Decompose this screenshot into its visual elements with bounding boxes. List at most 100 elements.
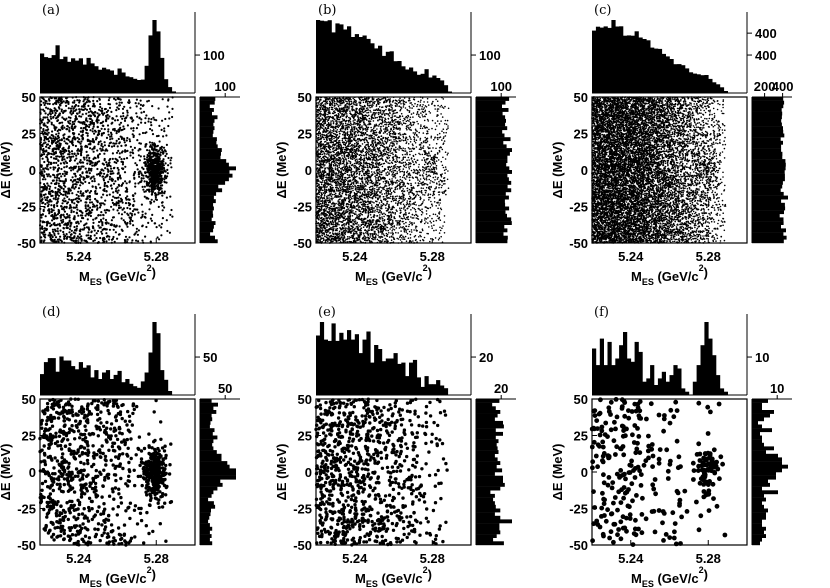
data-point: [121, 183, 124, 186]
data-point: [353, 162, 356, 165]
data-point: [417, 136, 419, 138]
hist-bar: [200, 122, 214, 127]
hist-bar: [63, 56, 68, 93]
data-point: [103, 128, 106, 131]
data-point: [92, 150, 95, 153]
data-point: [123, 141, 126, 144]
data-point: [171, 96, 174, 99]
data-point: [84, 180, 87, 183]
data-point: [71, 192, 74, 195]
data-point: [93, 234, 96, 237]
data-point: [116, 106, 119, 109]
data-point: [144, 235, 147, 238]
data-point: [151, 141, 154, 144]
data-point: [148, 169, 151, 172]
hist-bar: [200, 188, 223, 193]
data-point: [48, 187, 51, 191]
data-point: [55, 155, 58, 158]
data-point: [137, 102, 140, 105]
data-point: [69, 166, 72, 169]
data-point: [120, 213, 124, 216]
data-point: [170, 156, 173, 159]
data-point: [63, 158, 66, 161]
data-point: [95, 204, 98, 207]
data-point: [84, 167, 87, 170]
hist-bar: [200, 228, 214, 233]
data-point: [337, 174, 339, 177]
data-point: [109, 184, 112, 187]
data-point: [374, 191, 376, 193]
data-point: [126, 206, 129, 210]
data-point: [43, 153, 46, 156]
data-point: [91, 119, 94, 122]
data-point: [387, 208, 390, 211]
data-point: [115, 109, 118, 112]
hist-bar: [200, 126, 215, 131]
hist-bar: [86, 57, 91, 93]
data-point: [49, 96, 52, 99]
data-point: [53, 204, 56, 207]
data-point: [105, 161, 108, 164]
data-point: [89, 206, 92, 209]
y-tick-label: -25: [17, 200, 36, 215]
data-point: [60, 175, 63, 178]
data-point: [352, 170, 354, 173]
data-point: [140, 179, 143, 182]
data-point: [101, 148, 104, 151]
data-point: [150, 193, 153, 196]
data-point: [74, 172, 77, 175]
data-point: [409, 118, 411, 121]
data-point: [71, 152, 74, 155]
data-point: [79, 199, 82, 202]
data-point: [351, 107, 354, 109]
data-point: [158, 224, 161, 227]
data-point: [118, 101, 121, 104]
data-point: [42, 209, 45, 213]
data-point: [103, 181, 106, 185]
data-point: [145, 143, 148, 146]
data-point: [411, 207, 414, 209]
data-point: [164, 150, 167, 153]
data-point: [97, 131, 100, 134]
hist-bar: [74, 60, 80, 93]
data-point: [117, 149, 120, 152]
data-point: [404, 218, 407, 221]
data-point: [68, 231, 71, 234]
data-point: [69, 225, 72, 228]
data-point: [95, 232, 98, 235]
data-point: [130, 241, 133, 244]
data-point: [85, 234, 88, 237]
data-point: [99, 147, 102, 150]
data-point: [55, 214, 58, 217]
data-point: [49, 198, 52, 201]
data-point: [50, 121, 53, 124]
data-point: [113, 202, 116, 206]
data-point: [167, 99, 170, 102]
data-point: [42, 101, 45, 104]
data-point: [110, 110, 113, 113]
data-point: [60, 205, 63, 208]
data-point: [435, 229, 437, 231]
data-point: [44, 215, 47, 218]
data-point: [388, 151, 390, 154]
data-point: [79, 159, 82, 162]
data-point: [85, 174, 88, 177]
data-point: [372, 127, 375, 129]
data-point: [43, 196, 46, 199]
data-point: [325, 176, 327, 179]
data-point: [65, 226, 68, 229]
data-point: [77, 214, 80, 217]
data-point: [71, 123, 74, 126]
data-point: [67, 107, 70, 110]
data-point: [97, 241, 100, 244]
data-point: [98, 108, 101, 111]
data-point: [66, 125, 69, 128]
data-point: [378, 143, 380, 145]
data-point: [441, 116, 444, 118]
data-point: [168, 117, 171, 120]
data-point: [101, 175, 104, 178]
data-point: [377, 159, 380, 161]
data-point: [66, 235, 69, 238]
data-point: [436, 215, 439, 217]
data-point: [374, 100, 376, 103]
